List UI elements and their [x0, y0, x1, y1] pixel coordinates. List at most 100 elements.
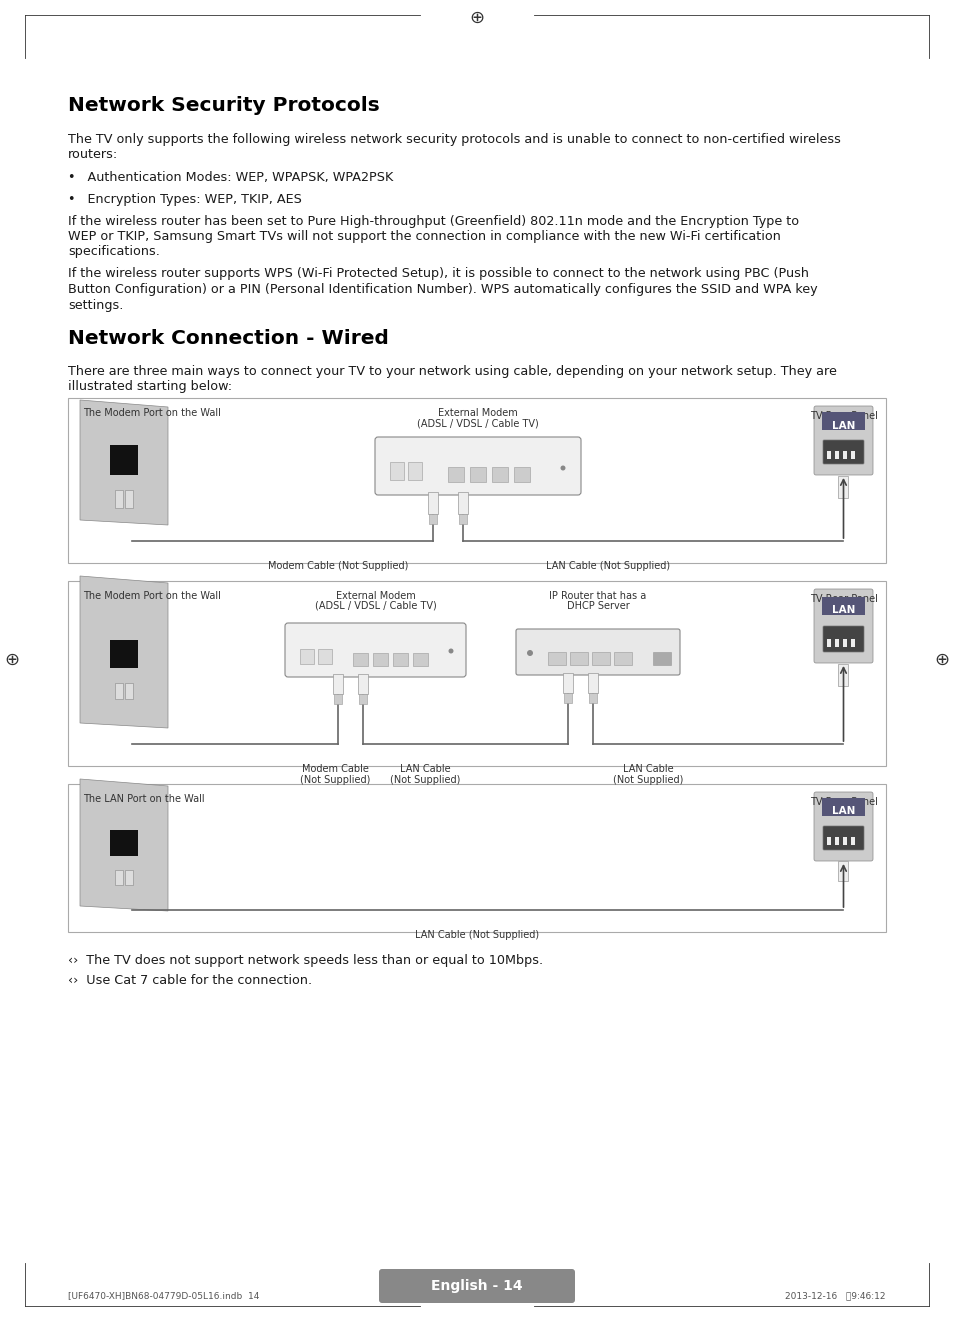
Bar [838, 861, 847, 881]
Bar [458, 514, 467, 524]
Text: DHCP Server: DHCP Server [566, 601, 629, 612]
Text: illustrated starting below:: illustrated starting below: [68, 380, 232, 394]
Bar [110, 830, 138, 856]
Text: If the wireless router supports WPS (Wi-Fi Protected Setup), it is possible to c: If the wireless router supports WPS (Wi-… [68, 267, 808, 280]
Text: IP Router that has a: IP Router that has a [549, 590, 646, 601]
FancyBboxPatch shape [813, 793, 872, 861]
Text: LAN Cable: LAN Cable [622, 764, 673, 774]
Text: •   Encryption Types: WEP, TKIP, AES: • Encryption Types: WEP, TKIP, AES [68, 193, 301, 206]
Bar [390, 462, 403, 480]
Bar [850, 838, 854, 845]
Bar [821, 798, 864, 816]
FancyBboxPatch shape [285, 624, 465, 676]
Bar [838, 476, 847, 498]
FancyBboxPatch shape [516, 629, 679, 675]
Bar [842, 838, 846, 845]
Bar [838, 664, 847, 686]
Text: ⊕: ⊕ [5, 651, 20, 668]
Bar [125, 683, 132, 699]
Bar [562, 672, 573, 694]
Bar [110, 445, 138, 476]
Text: •   Authentication Modes: WEP, WPAPSK, WPA2PSK: • Authentication Modes: WEP, WPAPSK, WPA… [68, 170, 393, 184]
FancyBboxPatch shape [822, 440, 863, 464]
Bar [514, 468, 530, 482]
Bar [850, 450, 854, 458]
Bar [826, 639, 830, 647]
Bar [393, 653, 408, 666]
Text: 2013-12-16   ＃9:46:12: 2013-12-16 ＃9:46:12 [784, 1292, 885, 1300]
Text: Button Configuration) or a PIN (Personal Identification Number). WPS automatical: Button Configuration) or a PIN (Personal… [68, 283, 817, 296]
Bar [842, 450, 846, 458]
Bar [299, 649, 314, 664]
Bar [821, 597, 864, 616]
Bar [547, 653, 565, 664]
FancyBboxPatch shape [813, 406, 872, 476]
FancyBboxPatch shape [813, 589, 872, 663]
Bar [373, 653, 388, 666]
Bar [358, 694, 367, 704]
Bar [652, 653, 670, 664]
Text: If the wireless router has been set to Pure High-throughput (Greenfield) 802.11n: If the wireless router has been set to P… [68, 214, 799, 227]
Bar [333, 674, 343, 694]
Bar [592, 653, 609, 664]
Circle shape [526, 650, 533, 657]
Circle shape [560, 465, 565, 470]
Text: (ADSL / VDSL / Cable TV): (ADSL / VDSL / Cable TV) [416, 417, 538, 428]
Text: (Not Supplied): (Not Supplied) [612, 775, 682, 785]
Bar [68, 398, 885, 563]
Bar [470, 468, 485, 482]
Polygon shape [80, 779, 168, 911]
Text: LAN: LAN [831, 421, 854, 431]
Bar [834, 450, 838, 458]
Text: settings.: settings. [68, 299, 123, 312]
Bar [563, 694, 572, 703]
Bar [357, 674, 368, 694]
Polygon shape [80, 400, 168, 524]
Bar [614, 653, 631, 664]
Text: ⊕: ⊕ [933, 651, 948, 668]
Text: External Modem: External Modem [437, 408, 517, 417]
Bar [68, 783, 885, 933]
Bar [353, 653, 368, 666]
FancyBboxPatch shape [378, 1269, 575, 1303]
Text: Network Connection - Wired: Network Connection - Wired [68, 329, 389, 347]
Circle shape [448, 649, 453, 654]
Bar [834, 838, 838, 845]
Text: (Not Supplied): (Not Supplied) [300, 775, 371, 785]
Bar [588, 694, 597, 703]
Text: TV Rear Panel: TV Rear Panel [809, 797, 877, 807]
Text: The LAN Port on the Wall: The LAN Port on the Wall [83, 794, 204, 804]
Bar [834, 639, 838, 647]
Bar [587, 672, 598, 694]
Text: ⊕: ⊕ [469, 1279, 484, 1297]
Bar [115, 490, 123, 509]
Bar [125, 871, 132, 885]
Text: The TV only supports the following wireless network security protocols and is un: The TV only supports the following wirel… [68, 133, 840, 147]
Text: The Modem Port on the Wall: The Modem Port on the Wall [83, 408, 221, 417]
Bar [115, 871, 123, 885]
Text: routers:: routers: [68, 148, 118, 161]
Text: WEP or TKIP, Samsung Smart TVs will not support the connection in compliance wit: WEP or TKIP, Samsung Smart TVs will not … [68, 230, 781, 243]
Bar [448, 468, 463, 482]
FancyBboxPatch shape [375, 437, 580, 495]
Text: LAN Cable (Not Supplied): LAN Cable (Not Supplied) [415, 930, 538, 941]
Text: LAN: LAN [831, 605, 854, 616]
Bar [842, 639, 846, 647]
Text: ‹›  The TV does not support network speeds less than or equal to 10Mbps.: ‹› The TV does not support network speed… [68, 954, 542, 967]
Bar [457, 491, 468, 514]
Bar [125, 490, 132, 509]
Bar [429, 514, 436, 524]
Bar [334, 694, 341, 704]
Text: specifications.: specifications. [68, 246, 160, 259]
Text: ⊕: ⊕ [469, 9, 484, 26]
Bar [408, 462, 421, 480]
Text: Modem Cable: Modem Cable [302, 764, 369, 774]
Text: The Modem Port on the Wall: The Modem Port on the Wall [83, 590, 221, 601]
Text: LAN Cable: LAN Cable [399, 764, 451, 774]
Text: English - 14: English - 14 [431, 1279, 522, 1293]
FancyBboxPatch shape [822, 626, 863, 653]
Bar [850, 639, 854, 647]
Polygon shape [80, 576, 168, 728]
Bar [826, 838, 830, 845]
Text: LAN: LAN [831, 806, 854, 816]
